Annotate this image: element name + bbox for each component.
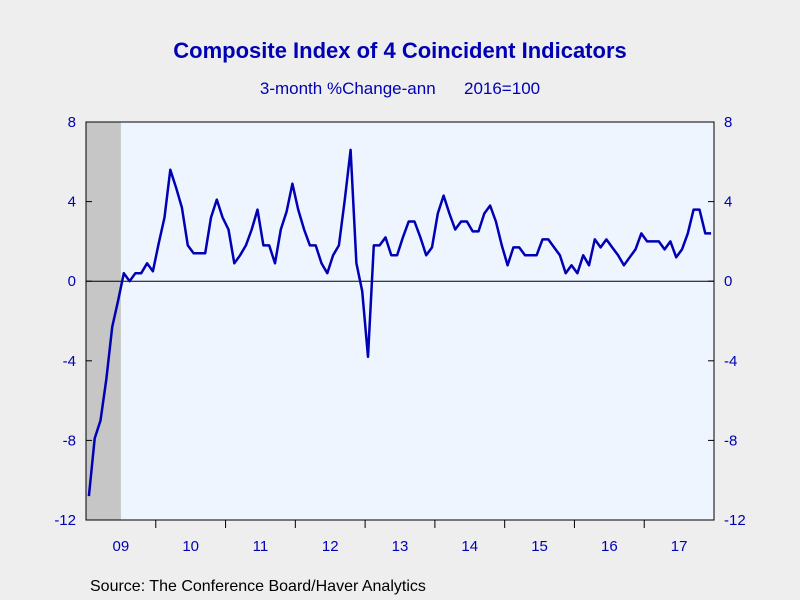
y-tick-label-left: 8 <box>68 114 76 131</box>
chart-source: Source: The Conference Board/Haver Analy… <box>90 578 426 595</box>
y-tick-label-right: -12 <box>724 512 746 529</box>
y-tick-label-left: -8 <box>63 432 76 449</box>
y-tick-label-right: 4 <box>724 194 732 211</box>
y-tick-label-left: -12 <box>54 512 76 529</box>
x-tick-label: 14 <box>461 538 478 555</box>
y-axis-right: 8 4 0 -4 -8 -12 <box>708 114 746 529</box>
x-axis: 09 10 11 12 13 14 15 16 17 <box>113 520 688 555</box>
x-tick-label: 16 <box>601 538 618 555</box>
x-tick-label: 15 <box>531 538 548 555</box>
y-tick-label-right: -8 <box>724 432 737 449</box>
x-tick-label: 17 <box>671 538 688 555</box>
x-tick-label: 13 <box>392 538 409 555</box>
x-tick-label: 10 <box>182 538 199 555</box>
x-tick-label: 09 <box>113 538 130 555</box>
y-tick-label-right: 0 <box>724 273 732 290</box>
x-tick-label: 11 <box>253 538 269 555</box>
recession-shading <box>86 122 121 520</box>
y-tick-label-right: -4 <box>724 353 737 370</box>
series-line <box>87 148 712 497</box>
y-tick-label-right: 8 <box>724 114 732 131</box>
y-axis-left: 8 4 0 -4 -8 -12 <box>54 114 92 529</box>
plot-frame <box>85 121 715 521</box>
y-tick-label-left: 4 <box>68 194 76 211</box>
chart-subtitle: 3-month %Change-ann 2016=100 <box>259 79 541 98</box>
x-tick-label: 12 <box>322 538 339 555</box>
chart-title: Composite Index of 4 Coincident Indicato… <box>173 38 627 63</box>
y-tick-label-left: -4 <box>63 353 76 370</box>
plot-area <box>85 121 715 521</box>
y-tick-label-left: 0 <box>68 273 76 290</box>
